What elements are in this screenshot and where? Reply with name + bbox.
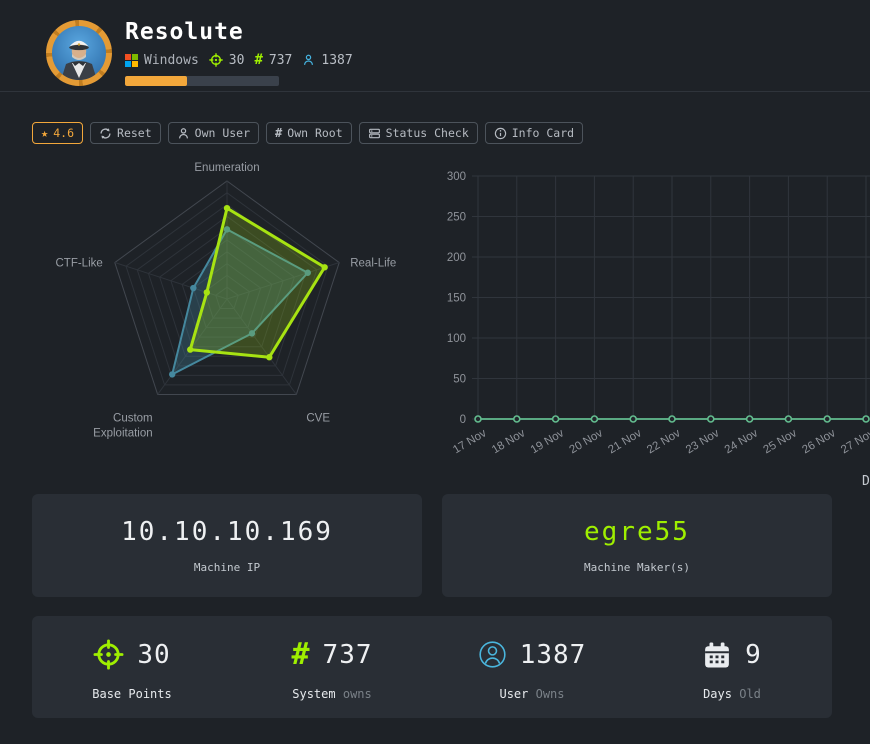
svg-text:27 Nov: 27 Nov <box>839 427 870 456</box>
machine-title: Resolute <box>125 19 244 45</box>
calendar-icon <box>705 642 730 667</box>
base-points-target-icon <box>93 639 124 670</box>
difficulty-radar-chart: Enumeration Real-Life CVE Custom Exploitatio… <box>30 154 430 494</box>
machine-maker-value[interactable]: egre55 <box>584 517 690 547</box>
svg-text:300: 300 <box>447 171 466 183</box>
system-owns-hash-icon: # <box>254 52 263 69</box>
svg-text:200: 200 <box>447 252 466 264</box>
svg-text:0: 0 <box>460 414 466 426</box>
days-old-label: Days <box>703 686 732 701</box>
svg-text:100: 100 <box>447 333 466 345</box>
machine-maker-label: Machine Maker(s) <box>584 561 690 574</box>
own-user-label: Own User <box>194 126 251 140</box>
svg-text:CTF-Like: CTF-Like <box>55 258 102 270</box>
windows-logo-icon <box>125 53 138 67</box>
own-root-hash-icon: # <box>275 126 283 140</box>
machine-ip-label: Machine IP <box>193 561 261 574</box>
user-owns-count: 1387 <box>519 639 587 670</box>
user-owns-value: 1387 <box>321 52 353 68</box>
svg-text:150: 150 <box>447 293 466 305</box>
avatar-image <box>52 26 106 80</box>
os-label: Windows <box>144 52 199 68</box>
base-points-label: Base Points <box>92 686 172 701</box>
stats-bar: 30 Base Points # 737 System owns 1387 Us… <box>32 616 832 718</box>
line-svg: 300 250 200 150 100 50 017 Nov 18 Nov 19 Nov 20 N… <box>447 171 870 456</box>
stat-user-owns: 1387 User Owns <box>432 616 632 718</box>
star-icon: ★ <box>41 126 49 140</box>
system-owns-label: System <box>292 686 336 701</box>
svg-text:22 Nov: 22 Nov <box>645 427 683 456</box>
stat-system-owns: # 737 System owns <box>232 616 432 718</box>
charts-row: Enumeration Real-Life CVE Custom Exploitatio… <box>0 154 870 494</box>
legend-clipped-text: D <box>862 474 870 489</box>
own-user-person-icon <box>178 127 188 138</box>
system-owns-count: 737 <box>322 639 373 670</box>
svg-text:21 Nov: 21 Nov <box>606 427 644 456</box>
svg-text:17 Nov: 17 Nov <box>451 427 489 456</box>
reset-button[interactable]: Reset <box>90 122 161 144</box>
user-owns-circle-icon <box>479 641 506 668</box>
svg-text:20 Nov: 20 Nov <box>568 427 606 456</box>
status-server-icon <box>368 128 380 138</box>
days-old-value: 9 <box>745 639 762 670</box>
user-owns-label: User <box>499 686 529 701</box>
svg-text:18 Nov: 18 Nov <box>490 427 528 456</box>
system-owns-value: 737 <box>268 52 293 68</box>
captain-avatar-art <box>61 40 97 80</box>
status-check-button[interactable]: Status Check <box>358 122 478 144</box>
svg-text:19 Nov: 19 Nov <box>529 427 567 456</box>
info-cards-row: 10.10.10.169 Machine IP egre55 Machine M… <box>32 494 832 597</box>
own-root-label: Own Root <box>287 126 343 140</box>
machine-avatar <box>46 20 112 86</box>
rating-progress-fill <box>125 76 187 87</box>
svg-text:Real-Life: Real-Life <box>350 258 396 270</box>
days-old-sublabel: Old <box>739 686 761 701</box>
info-card-button[interactable]: Info Card <box>484 122 584 144</box>
svg-text:50: 50 <box>453 374 466 386</box>
action-toolbar: ★ 4.6 Reset Own User # Own Root <box>32 122 870 144</box>
points-value: 30 <box>228 52 245 68</box>
machine-header: Resolute Windows 30 # 737 <box>0 0 870 92</box>
own-root-button[interactable]: # Own Root <box>266 122 352 144</box>
reset-label: Reset <box>117 126 152 140</box>
svg-text:24 Nov: 24 Nov <box>723 427 761 456</box>
rating-button[interactable]: ★ 4.6 <box>32 122 84 144</box>
svg-text:26 Nov: 26 Nov <box>800 427 838 456</box>
system-hash-icon: # <box>291 637 310 672</box>
stat-days-old: 9 Days Old <box>632 616 832 718</box>
machine-ip-value: 10.10.10.169 <box>121 517 333 547</box>
svg-text:Enumeration: Enumeration <box>194 162 259 174</box>
system-owns-sublabel: owns <box>342 686 372 701</box>
rating-value: 4.6 <box>53 126 75 140</box>
info-card-label: Info Card <box>511 126 575 140</box>
user-owns-person-icon <box>304 54 314 66</box>
rating-progress-bar <box>125 76 279 87</box>
svg-text:CVE: CVE <box>306 412 330 424</box>
svg-text:250: 250 <box>447 212 466 224</box>
user-owns-sublabel: Owns <box>535 686 565 701</box>
points-target-icon <box>208 53 223 68</box>
stat-base-points: 30 Base Points <box>32 616 232 718</box>
svg-text:23 Nov: 23 Nov <box>684 427 722 456</box>
base-points-value: 30 <box>137 639 171 670</box>
machine-maker-card: egre55 Machine Maker(s) <box>442 494 832 597</box>
status-check-label: Status Check <box>385 126 469 140</box>
own-user-button[interactable]: Own User <box>167 122 260 144</box>
reset-icon <box>100 127 111 139</box>
owns-line-chart: 300 250 200 150 100 50 0 17 Nov 18 Nov 19 Nov 20 N… <box>430 154 870 494</box>
machine-ip-card: 10.10.10.169 Machine IP <box>32 494 422 597</box>
svg-text:25 Nov: 25 Nov <box>762 427 800 456</box>
info-icon <box>494 127 506 139</box>
radar-svg: Enumeration Real-Life CVE Custom Exploitatio… <box>55 162 396 439</box>
